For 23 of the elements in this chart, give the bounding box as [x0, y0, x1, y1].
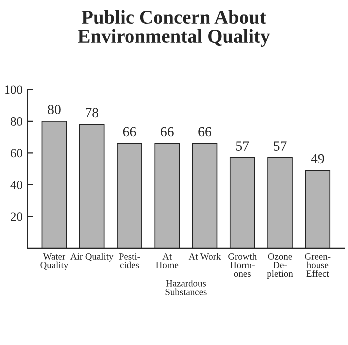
y-tick-label: 80 — [10, 117, 22, 126]
y-tick-label: 40 — [10, 180, 22, 190]
data-label: 78 — [86, 108, 99, 118]
y-tick-label: 100 — [5, 86, 22, 94]
x-tick-label: Water Quality — [40, 254, 69, 270]
data-label: 66 — [198, 127, 212, 137]
x-tick-label: At Work — [188, 253, 222, 260]
chart-title: Public Concern About Environmental Quality — [78, 10, 270, 48]
x-tick-label: Air Quality — [70, 253, 114, 262]
x-tick-label: Growth Horm- ones — [228, 253, 257, 278]
data-label: 66 — [161, 127, 174, 137]
x-tick-label: Green- house Effect — [305, 254, 331, 278]
data-label: 57 — [236, 142, 250, 151]
data-label: 57 — [274, 142, 287, 151]
y-tick-label: 20 — [11, 212, 22, 222]
data-label: 49 — [311, 154, 324, 164]
text: Hazardous Substances — [166, 280, 207, 296]
data-label: 80 — [48, 105, 61, 114]
x-tick-label: At Home — [156, 254, 179, 268]
x-tick-label: Pesti- cides — [119, 254, 140, 268]
data-label: 66 — [123, 127, 136, 137]
x-tick-label: Ozone De- pletion — [267, 254, 294, 279]
y-tick-label: 60 — [11, 149, 22, 158]
